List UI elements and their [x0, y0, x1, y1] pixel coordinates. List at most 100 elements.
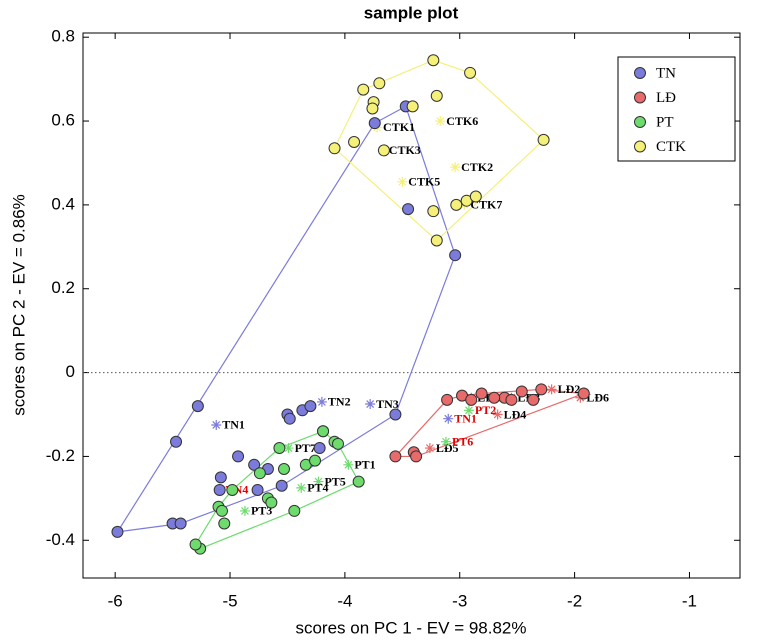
sample-label: PT3	[251, 504, 272, 518]
sample-star	[450, 162, 461, 173]
point	[406, 100, 419, 113]
y-tick-label: 0.2	[51, 278, 75, 297]
y-tick-label: 0	[66, 362, 75, 381]
point	[389, 408, 402, 421]
x-tick-label: -6	[108, 591, 123, 610]
sample-star	[296, 482, 307, 493]
point	[430, 234, 443, 247]
sample-star	[397, 176, 408, 187]
sample-star	[492, 409, 503, 420]
x-tick-label: -4	[337, 591, 352, 610]
legend-marker	[634, 116, 646, 128]
point	[331, 437, 344, 450]
point	[253, 467, 266, 480]
sample-star	[424, 443, 435, 454]
point	[213, 483, 226, 496]
point	[427, 205, 440, 218]
sample-label: TN3	[376, 397, 399, 411]
point	[465, 393, 478, 406]
sample-star	[313, 476, 324, 487]
point	[283, 412, 296, 425]
sample-label: PT2	[475, 403, 496, 417]
x-tick-label: -5	[222, 591, 237, 610]
sample-star	[365, 399, 376, 410]
sample-star	[211, 419, 222, 430]
point	[174, 517, 187, 530]
point	[505, 393, 518, 406]
point	[410, 450, 423, 463]
sample-label: PT6	[452, 435, 473, 449]
legend-marker	[634, 140, 646, 153]
point	[313, 442, 326, 455]
point	[275, 479, 288, 492]
legend-label: PT	[656, 114, 674, 130]
x-axis-label: scores on PC 1 - EV = 98.82%	[295, 618, 526, 637]
point	[288, 504, 301, 517]
point	[430, 89, 443, 102]
sample-star	[316, 396, 327, 407]
sample-label: CTK6	[446, 114, 478, 128]
sample-label: PT7	[295, 441, 316, 455]
sample-label: LĐ5	[436, 441, 459, 455]
sample-label: CTK2	[461, 160, 493, 174]
sample-star	[283, 443, 294, 454]
point	[111, 525, 124, 538]
sample-label: TN1	[454, 411, 477, 425]
y-axis-label: scores on PC 2 - EV = 0.86%	[9, 194, 28, 416]
point	[189, 538, 202, 551]
legend-marker	[634, 91, 646, 104]
point	[535, 383, 548, 396]
point	[232, 450, 245, 463]
point	[251, 483, 264, 496]
legend: TN LĐ PT CTK	[617, 56, 736, 162]
sample-label: TN2	[328, 395, 351, 409]
sample-label: CTK5	[408, 175, 440, 189]
point	[215, 504, 228, 517]
point	[218, 517, 231, 530]
point	[278, 463, 291, 475]
point	[317, 425, 330, 438]
point	[527, 393, 540, 406]
sample-label: CTK1	[383, 120, 415, 134]
point	[191, 400, 204, 413]
point	[304, 400, 317, 413]
sample-star	[546, 384, 557, 395]
sample-label: CTK3	[389, 143, 421, 157]
point	[357, 83, 370, 96]
point	[170, 435, 183, 448]
x-tick-label: -2	[567, 591, 582, 610]
y-tick-label: -0.4	[46, 530, 75, 549]
point	[475, 387, 488, 400]
point	[368, 117, 381, 130]
y-tick-label: 0.6	[51, 111, 75, 130]
point	[248, 458, 261, 471]
point	[577, 387, 590, 400]
x-tick-label: -3	[452, 591, 467, 610]
point	[273, 442, 286, 455]
sample-star	[435, 116, 446, 127]
sample-label: PT5	[324, 474, 345, 488]
sample-star	[343, 459, 354, 470]
x-tick-label: -1	[682, 591, 697, 610]
point	[515, 385, 528, 398]
point	[449, 249, 462, 262]
point	[348, 136, 361, 148]
sample-star	[440, 436, 451, 447]
y-tick-label: -0.2	[46, 446, 75, 465]
point	[309, 454, 322, 467]
point	[488, 391, 501, 404]
point	[214, 471, 227, 484]
point	[464, 66, 477, 79]
point	[441, 393, 454, 406]
point	[373, 77, 386, 90]
y-tick-label: 0.8	[51, 27, 75, 46]
sample-star	[443, 413, 454, 424]
point	[537, 133, 550, 146]
legend-label: LĐ	[656, 90, 676, 106]
point	[450, 198, 463, 211]
legend-label: CTK	[656, 139, 686, 155]
sample-label: PT1	[354, 458, 375, 472]
sample-star	[239, 505, 250, 516]
sample-star	[463, 405, 474, 416]
